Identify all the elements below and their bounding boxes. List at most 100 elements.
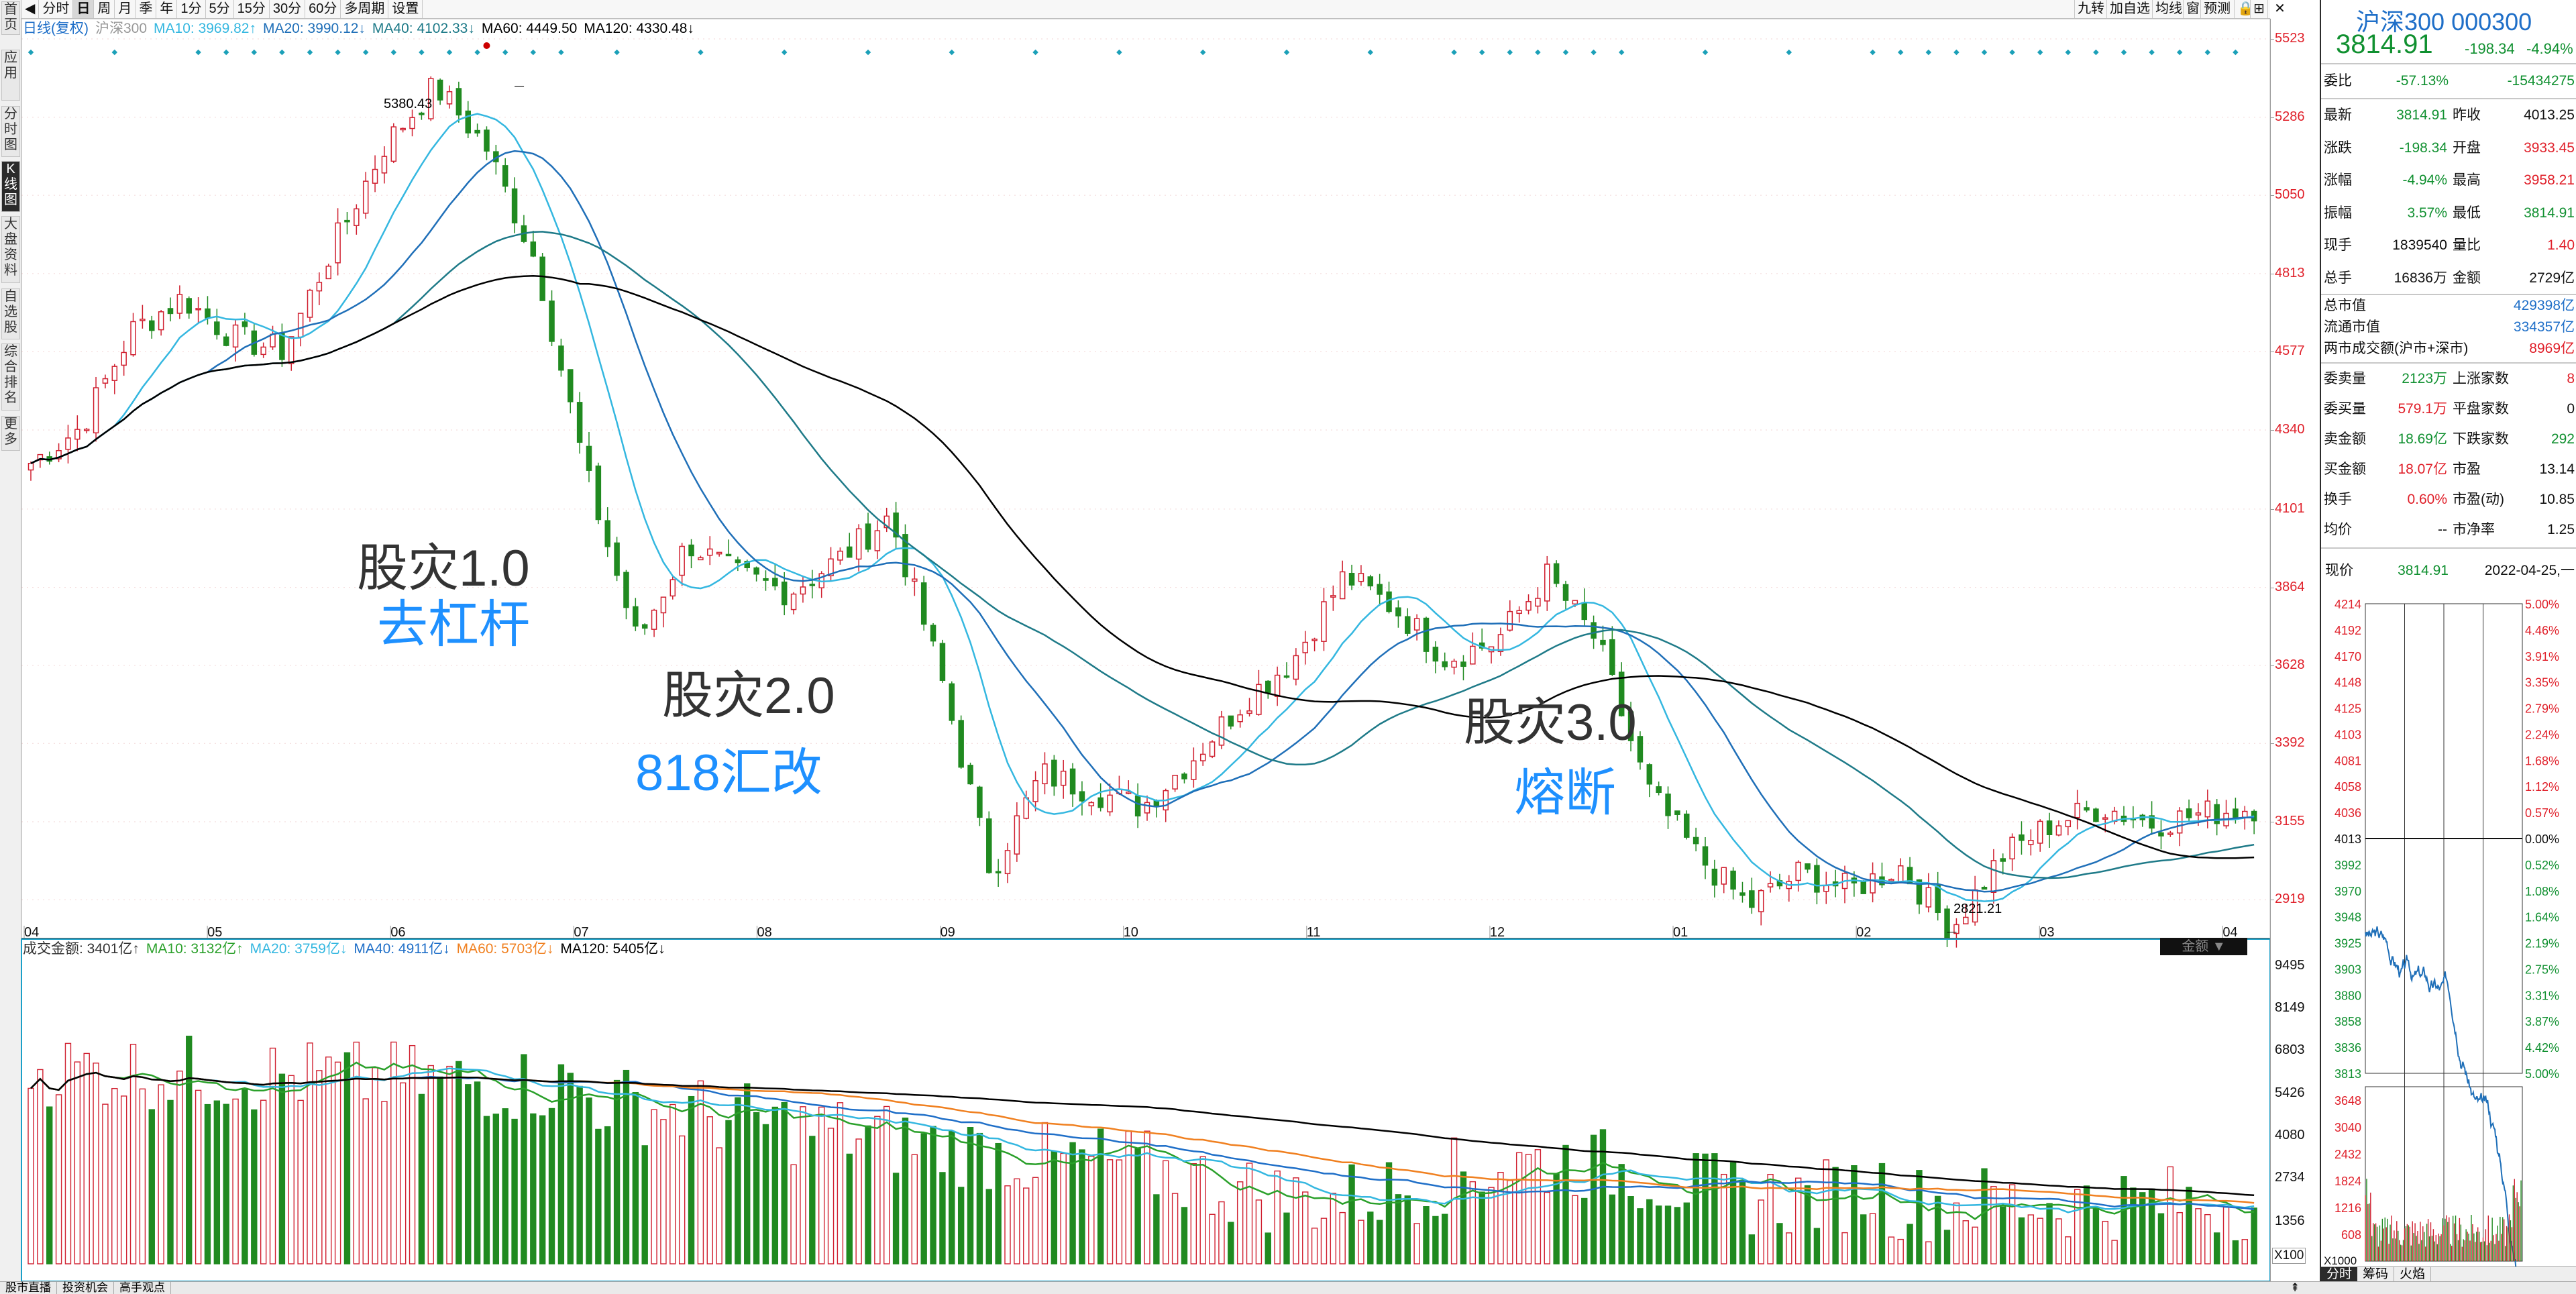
volume-bar	[1637, 1208, 1644, 1264]
tab-1min[interactable]: 1分	[177, 0, 206, 18]
btn-nine-turn[interactable]: 九转	[2074, 0, 2107, 18]
nav-timeline[interactable]: 分时图	[1, 106, 20, 157]
tab-monthly[interactable]: 月	[115, 0, 136, 18]
candle-body	[1395, 607, 1401, 616]
stats-label: 卖金额	[2324, 431, 2366, 447]
volume-bar	[809, 1136, 816, 1264]
volume-bar	[660, 1119, 667, 1264]
mini-left-label: 3970	[2334, 885, 2361, 898]
mini-right-label: 0.57%	[2525, 806, 2559, 820]
nav-watchlist[interactable]: 自选股	[1, 288, 20, 339]
btn-window[interactable]: 窗	[2183, 0, 2202, 18]
candle-body	[1600, 639, 1606, 645]
tab-daily[interactable]: 日	[73, 0, 95, 18]
volume-bar	[1060, 1152, 1067, 1264]
candle-body	[1432, 647, 1439, 662]
tab-30min[interactable]: 30分	[270, 0, 306, 18]
candle-body	[1283, 675, 1290, 678]
bottom-tab-expert[interactable]: 高手观点	[114, 1282, 171, 1294]
back-icon[interactable]: ◀	[21, 0, 40, 18]
quote-value: 1.40	[2547, 237, 2575, 253]
candlestick-chart[interactable]: 04 05 06 07 08 09 10 11 12 01 02 03 04	[21, 18, 2271, 948]
price-tick-label: 3628	[2275, 657, 2305, 672]
signal-marker	[698, 49, 704, 56]
mini-vol-label: 608	[2341, 1228, 2361, 1242]
low-price-label: 2821.21	[1953, 902, 2002, 916]
maximize-icon[interactable]: ⊞	[2250, 0, 2267, 18]
candle-body	[800, 586, 806, 595]
weibi-diff: -15434275	[2507, 73, 2575, 89]
tab-intraday[interactable]: 分时	[39, 0, 74, 18]
candle-body	[1004, 850, 1011, 875]
now-label: 现价	[2325, 563, 2353, 578]
nav-apps[interactable]: 应用	[1, 50, 20, 101]
candle-body	[1442, 661, 1448, 667]
volume-bar	[176, 1070, 183, 1264]
btn-add-watch[interactable]: 加自选	[2106, 0, 2153, 18]
tab-5min[interactable]: 5分	[206, 0, 234, 18]
volume-bar	[1878, 1163, 1886, 1264]
mini-left-label: 3880	[2334, 989, 2361, 1002]
lock-icon[interactable]: 🔒	[2234, 0, 2257, 18]
intraday-mini-chart[interactable]: 4214 4192 4170 4148 4125 4103 4081 4058 4036 4013…	[2321, 590, 2576, 1275]
tab-yearly[interactable]: 年	[156, 0, 178, 18]
volume-bar	[2167, 1166, 2174, 1264]
volume-bar	[1497, 1172, 1504, 1264]
volume-bar	[1320, 1218, 1328, 1264]
ma10-line	[30, 113, 2255, 902]
tab-15min[interactable]: 15分	[234, 0, 270, 18]
btn-forecast[interactable]: 预测	[2200, 0, 2233, 18]
volume-bar	[167, 1099, 174, 1264]
tab-settings[interactable]: 设置	[388, 0, 423, 18]
nav-ranking[interactable]: 综合排名	[1, 343, 20, 411]
btn-ma[interactable]: 均线	[2152, 0, 2185, 18]
mini-left-label: 3992	[2334, 859, 2361, 872]
left-nav: 首页 应用 分时图 K线图 大盘资料 自选股 综合排名 更多	[0, 0, 21, 1281]
bottom-bar: 股市直播 投资机会 高手观点 ⇞	[0, 1281, 2576, 1294]
volume-bar	[307, 1042, 313, 1264]
volume-chart[interactable]	[21, 938, 2271, 1282]
candle-body	[1470, 645, 1476, 665]
candle-body	[1823, 885, 1829, 892]
mini-right-label: 3.35%	[2525, 676, 2559, 690]
volume-bar	[2130, 1187, 2137, 1264]
quote-value: 3814.91	[2396, 107, 2447, 123]
quote-value: -4.94%	[2402, 172, 2447, 188]
candle-body	[641, 624, 648, 629]
candle-body	[2214, 804, 2220, 824]
tab-multi-period[interactable]: 多周期	[341, 0, 389, 18]
candle-body	[1097, 797, 1104, 808]
tab-quarterly[interactable]: 季	[136, 0, 157, 18]
tab-60min[interactable]: 60分	[305, 0, 341, 18]
tab-weekly[interactable]: 周	[94, 0, 115, 18]
volume-bar	[911, 1154, 918, 1264]
signal-marker	[2233, 49, 2239, 56]
mini-left-label: 4103	[2334, 728, 2361, 741]
vol-ma10-line	[30, 1061, 2255, 1220]
nav-kline[interactable]: K线图	[1, 161, 20, 212]
mini-tab-intraday[interactable]: 分时	[2321, 1267, 2358, 1282]
signal-marker	[111, 49, 118, 56]
close-icon[interactable]: ✕	[2267, 0, 2292, 18]
mini-tab-chips[interactable]: 筹码	[2357, 1267, 2395, 1282]
volume-bar	[697, 1080, 704, 1264]
nav-market-info[interactable]: 大盘资料	[1, 216, 20, 283]
vol-type-dropdown[interactable]: 金额 ▼	[2160, 938, 2247, 955]
candle-body	[688, 544, 694, 557]
bottom-tab-live[interactable]: 股市直播	[0, 1282, 57, 1294]
nav-more[interactable]: 更多	[1, 416, 20, 451]
candle-body	[576, 402, 583, 443]
candle-body	[1265, 680, 1271, 694]
candle-body	[502, 165, 508, 187]
candle-body	[1321, 601, 1327, 642]
volume-bar	[1664, 1205, 1672, 1264]
price-tick-mark	[2271, 195, 2274, 197]
mini-tab-flame[interactable]: 火焰	[2394, 1267, 2432, 1282]
nav-home[interactable]: 首页	[1, 1, 20, 35]
candle-body	[1079, 791, 1085, 802]
candle-body	[455, 88, 462, 116]
bottom-tab-opportunity[interactable]: 投资机会	[57, 1282, 114, 1294]
quote-row: 涨幅 -4.94% 最高 3958.21	[2321, 164, 2576, 197]
volume-bar	[1599, 1129, 1607, 1264]
pin-icon[interactable]: ⇞	[2290, 1281, 2300, 1294]
